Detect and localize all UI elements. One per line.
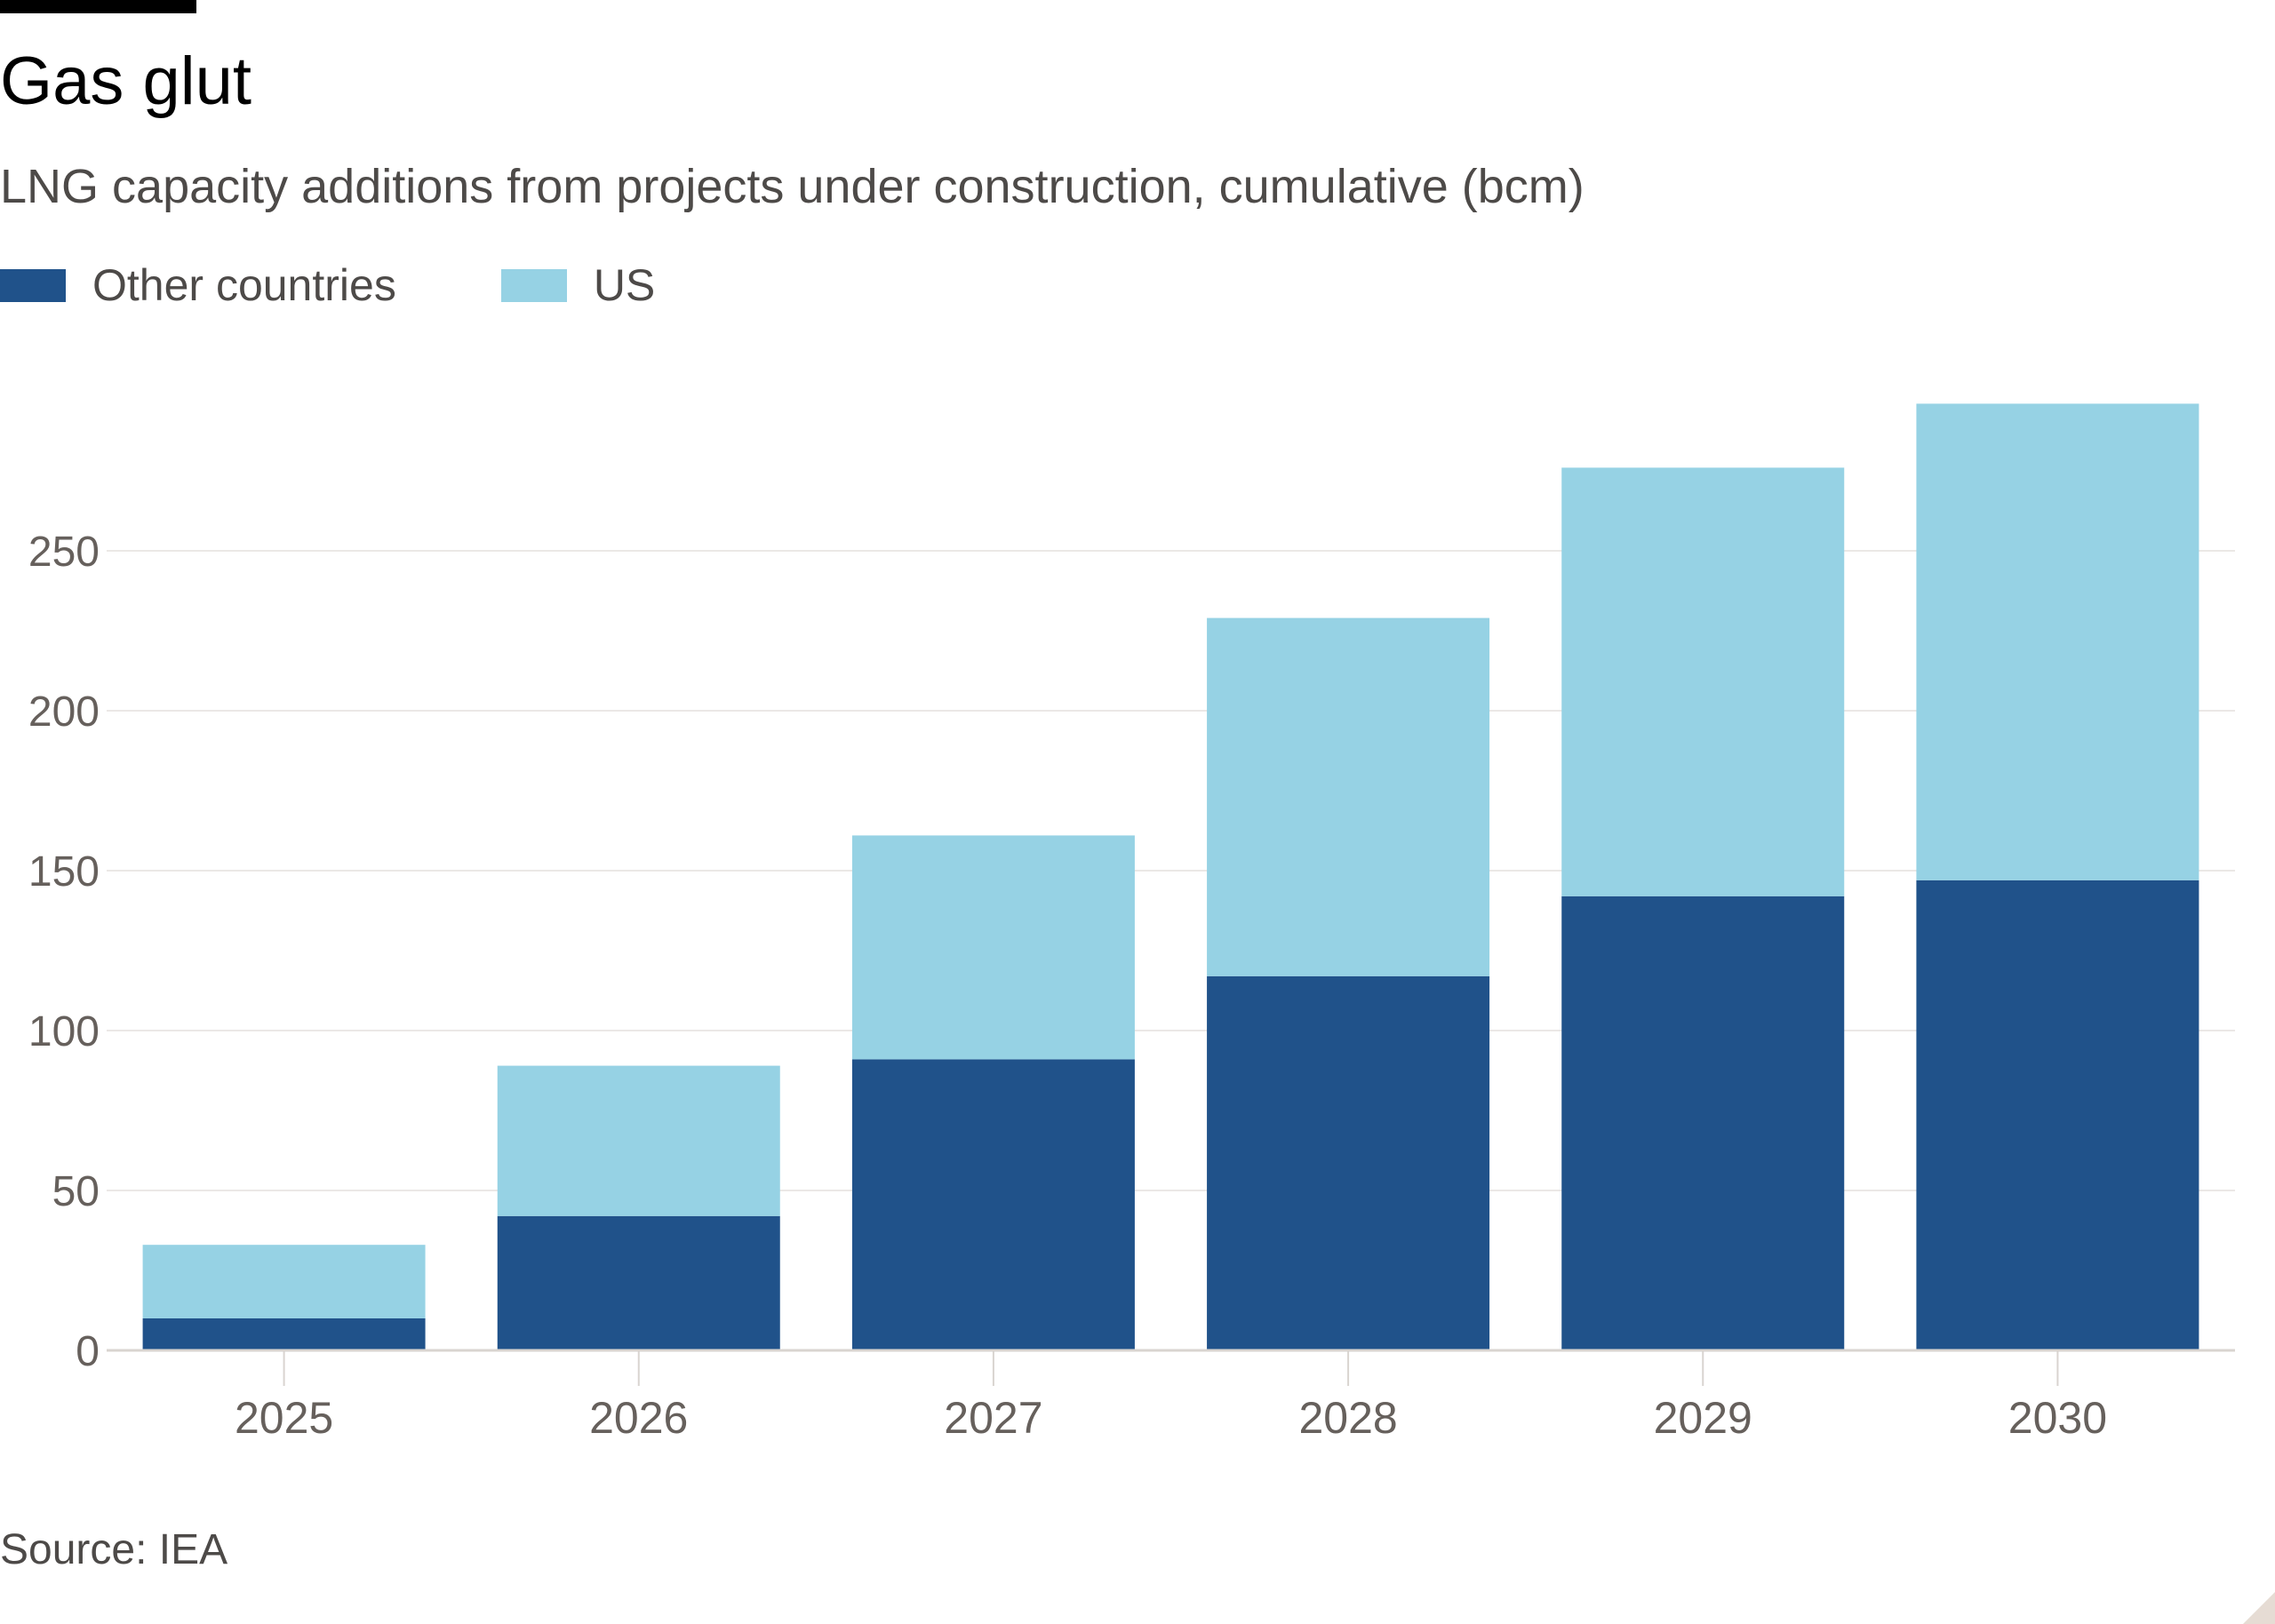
x-tick-label-2027: 2027 — [944, 1393, 1042, 1443]
legend-item-other-countries: Other countries — [0, 259, 396, 311]
legend-swatch-other-countries — [0, 268, 66, 302]
y-tick-label-50: 50 — [52, 1168, 100, 1215]
y-tick-label-200: 200 — [28, 689, 100, 736]
source-note: Source: IEA — [0, 1526, 228, 1573]
corner-fold-decoration — [2243, 1592, 2275, 1624]
bars — [142, 403, 2199, 1350]
x-tick-label-2030: 2030 — [2008, 1393, 2107, 1443]
bar-2026-other-countries — [497, 1215, 780, 1350]
x-tick-label-2025: 2025 — [235, 1393, 333, 1443]
brand-top-bar — [0, 0, 196, 13]
legend-swatch-us — [500, 268, 567, 302]
legend-label-us: US — [593, 260, 656, 310]
bar-2030-other-countries — [1916, 880, 2199, 1350]
gridlines — [107, 550, 2235, 1191]
bar-2029-us — [1561, 467, 1845, 896]
chart-title: Gas glut — [0, 44, 252, 119]
legend-item-us: US — [500, 259, 656, 311]
y-tick-label-250: 250 — [28, 529, 100, 576]
axes: 0 50 100 150 200 250 2025 2026 2027 2028 2029 2030 — [28, 529, 2235, 1443]
legend-label-other-countries: Other countries — [92, 260, 396, 310]
bar-2026-us — [497, 1065, 780, 1216]
stacked-bar-chart: 0 50 100 150 200 250 2025 2026 2027 2028 2029 2030 — [28, 403, 2235, 1443]
chart-subtitle: LNG capacity additions from projects und… — [0, 160, 1585, 213]
bar-2030-us — [1916, 403, 2199, 880]
bar-2029-other-countries — [1561, 896, 1845, 1350]
x-tick-label-2026: 2026 — [589, 1393, 688, 1443]
bar-2025-other-countries — [142, 1318, 426, 1350]
bar-2028-us — [1207, 617, 1490, 976]
bar-2025-us — [142, 1245, 426, 1318]
bar-2027-other-countries — [851, 1059, 1135, 1350]
y-tick-label-0: 0 — [76, 1328, 100, 1375]
chart-legend: Other countries US — [0, 254, 655, 316]
bar-2028-other-countries — [1207, 975, 1490, 1350]
y-tick-label-100: 100 — [28, 1008, 100, 1055]
y-tick-label-150: 150 — [28, 848, 100, 896]
x-tick-label-2029: 2029 — [1654, 1393, 1752, 1443]
x-tick-label-2028: 2028 — [1298, 1393, 1397, 1443]
bar-2027-us — [851, 835, 1135, 1060]
